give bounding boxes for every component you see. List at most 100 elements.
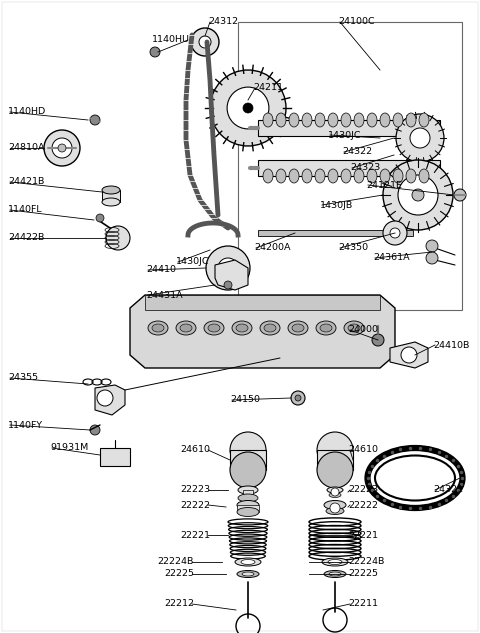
Ellipse shape: [380, 113, 390, 127]
Bar: [258, 120, 440, 136]
Bar: [102, 190, 120, 202]
Text: 24410: 24410: [146, 265, 176, 275]
Circle shape: [227, 87, 269, 129]
Bar: [243, 490, 253, 498]
Bar: [258, 160, 440, 176]
Text: 24321: 24321: [433, 486, 463, 494]
Ellipse shape: [302, 169, 312, 183]
Circle shape: [396, 114, 444, 162]
Text: 24000: 24000: [348, 325, 378, 334]
Ellipse shape: [238, 486, 258, 494]
Text: 22225: 22225: [164, 570, 194, 579]
Text: 91931M: 91931M: [50, 444, 88, 453]
Text: 1140FY: 1140FY: [8, 420, 43, 430]
Ellipse shape: [348, 324, 360, 332]
Ellipse shape: [328, 169, 338, 183]
Circle shape: [291, 391, 305, 405]
Circle shape: [295, 395, 301, 401]
Bar: [230, 450, 266, 470]
Text: 22223: 22223: [348, 486, 378, 494]
Ellipse shape: [288, 321, 308, 335]
Text: 22225: 22225: [348, 570, 378, 579]
Text: 24322: 24322: [342, 147, 372, 156]
Text: 22222: 22222: [348, 501, 378, 510]
Text: 24121E: 24121E: [366, 180, 402, 189]
Circle shape: [398, 175, 438, 215]
Text: 24810A: 24810A: [8, 144, 45, 153]
Text: 24150: 24150: [230, 396, 260, 404]
Circle shape: [191, 28, 219, 56]
Ellipse shape: [367, 169, 377, 183]
Circle shape: [218, 258, 238, 278]
Ellipse shape: [354, 169, 364, 183]
Ellipse shape: [237, 570, 259, 577]
Polygon shape: [130, 295, 395, 368]
Circle shape: [372, 334, 384, 346]
Circle shape: [383, 160, 453, 230]
Ellipse shape: [242, 572, 254, 576]
Circle shape: [106, 226, 130, 250]
Ellipse shape: [329, 572, 341, 576]
Ellipse shape: [208, 324, 220, 332]
Ellipse shape: [320, 324, 332, 332]
Bar: [317, 450, 353, 470]
Text: 24200A: 24200A: [254, 244, 290, 253]
Text: 22221: 22221: [348, 530, 378, 539]
Ellipse shape: [292, 324, 304, 332]
Ellipse shape: [289, 113, 299, 127]
Text: 1430JB: 1430JB: [320, 201, 353, 210]
Text: 24422B: 24422B: [8, 234, 44, 242]
Circle shape: [90, 425, 100, 435]
Circle shape: [210, 70, 286, 146]
Circle shape: [58, 144, 66, 152]
Text: 22212: 22212: [164, 599, 194, 608]
Circle shape: [97, 390, 113, 406]
Text: 1140HU: 1140HU: [152, 35, 190, 44]
Ellipse shape: [237, 501, 259, 510]
Circle shape: [412, 189, 424, 201]
Text: 1140FL: 1140FL: [8, 206, 43, 215]
Text: 24211: 24211: [253, 84, 283, 92]
Ellipse shape: [406, 113, 416, 127]
Circle shape: [150, 47, 160, 57]
Ellipse shape: [419, 169, 429, 183]
Text: 24361A: 24361A: [373, 253, 409, 263]
Ellipse shape: [263, 113, 273, 127]
Ellipse shape: [328, 560, 342, 565]
Text: 1430JC: 1430JC: [328, 130, 361, 139]
Circle shape: [330, 503, 340, 513]
Text: 24410B: 24410B: [433, 341, 469, 349]
Ellipse shape: [393, 113, 403, 127]
Ellipse shape: [367, 113, 377, 127]
Text: 24355: 24355: [8, 373, 38, 382]
Ellipse shape: [328, 113, 338, 127]
Ellipse shape: [102, 198, 120, 206]
Text: 24100C: 24100C: [338, 18, 374, 27]
Ellipse shape: [289, 169, 299, 183]
Circle shape: [96, 214, 104, 222]
Circle shape: [426, 252, 438, 264]
Ellipse shape: [180, 324, 192, 332]
Circle shape: [243, 103, 253, 113]
Circle shape: [317, 452, 353, 488]
Ellipse shape: [264, 324, 276, 332]
Bar: [237, 505, 259, 512]
Circle shape: [401, 347, 417, 363]
Circle shape: [230, 432, 266, 468]
Ellipse shape: [327, 487, 343, 493]
Ellipse shape: [276, 169, 286, 183]
Text: 24431A: 24431A: [146, 291, 182, 299]
Text: 1140HD: 1140HD: [8, 108, 46, 116]
Ellipse shape: [232, 321, 252, 335]
Circle shape: [206, 246, 250, 290]
Polygon shape: [390, 342, 428, 368]
Ellipse shape: [375, 456, 455, 501]
Ellipse shape: [176, 321, 196, 335]
Ellipse shape: [329, 492, 341, 498]
Text: 24421B: 24421B: [8, 177, 44, 187]
Ellipse shape: [380, 169, 390, 183]
Text: 24610: 24610: [180, 446, 210, 454]
Ellipse shape: [204, 321, 224, 335]
Circle shape: [52, 138, 72, 158]
Bar: [100, 448, 130, 466]
